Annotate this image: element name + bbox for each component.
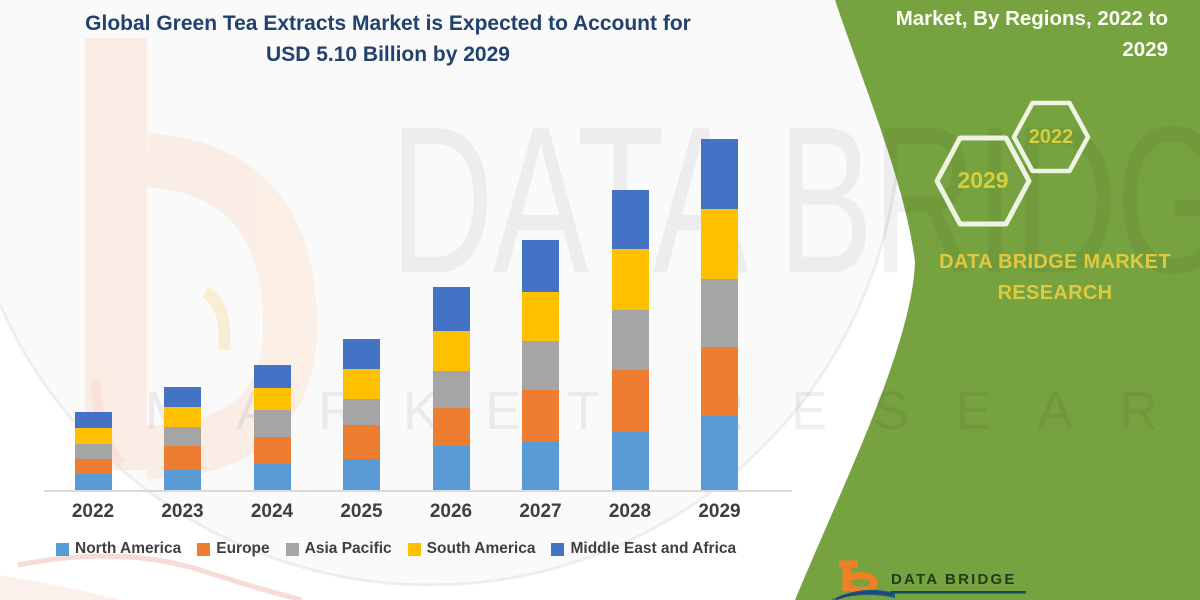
legend-item-asia-pacific: Asia Pacific [285, 540, 392, 558]
x-axis-line [44, 490, 792, 492]
watermark-b-logo [85, 38, 318, 479]
hexagon-2029 [934, 135, 1032, 227]
watermark-b-yellow-accent [201, 286, 231, 351]
watermark-pink-arc [17, 553, 303, 600]
legend-item-middle-east-and-africa: Middle East and Africa [551, 540, 736, 558]
hexagon-year-2022: 2022 [1028, 126, 1074, 148]
watermark-pink-corner [0, 575, 122, 600]
banner-brand-line2: RESEARCH [997, 282, 1113, 304]
legend-marker-icon [551, 542, 565, 556]
banner-heading-line2: 2029 [1122, 38, 1168, 61]
legend-marker-icon [197, 542, 211, 556]
banner-heading-line1: Market, By Regions, 2022 to [895, 7, 1168, 30]
legend-marker-icon [407, 542, 421, 556]
chart-title: Global Green Tea Extracts Market is Expe… [30, 8, 746, 70]
chart-title-line2: USD 5.10 Billion by 2029 [266, 43, 510, 66]
x-axis-label-2022: 2022 [71, 501, 115, 522]
legend-label: South America [426, 540, 536, 557]
footer-b-icon [839, 560, 878, 594]
legend-label: Europe [216, 540, 270, 557]
chart-title-line1: Global Green Tea Extracts Market is Expe… [85, 12, 691, 35]
x-axis-label-2028: 2028 [608, 501, 652, 522]
hexagon-year-2029: 2029 [957, 167, 1009, 193]
x-axis-label-2025: 2025 [340, 501, 383, 522]
legend-marker-icon [56, 542, 69, 556]
banner-brand-text: DATA BRIDGE MARKET RESEARCH [925, 247, 1185, 309]
hexagon-2022 [1011, 100, 1091, 174]
legend-label: Middle East and Africa [570, 540, 737, 557]
banner-brand-line1: DATA BRIDGE MARKET [939, 251, 1171, 273]
footer-brand-text: DATA BRIDGE [891, 571, 1017, 588]
legend-item-south-america: South America [407, 540, 536, 558]
banner-heading: Market, By Regions, 2022 to 2029 [896, 3, 1168, 65]
x-axis-label-2027: 2027 [519, 501, 562, 522]
x-axis-label-2029: 2029 [698, 501, 741, 522]
legend-label: North America [75, 540, 182, 557]
legend-item-europe: Europe [197, 540, 270, 558]
legend-marker-icon [285, 542, 299, 556]
legend-item-north-america: North America [56, 540, 181, 558]
legend-label: Asia Pacific [304, 540, 392, 557]
footer-brand-underline [891, 591, 1026, 594]
x-axis-label-2024: 2024 [250, 501, 294, 522]
x-axis-label-2026: 2026 [429, 501, 473, 522]
x-axis-label-2023: 2023 [161, 501, 204, 522]
footer-swoosh-icon [831, 589, 895, 600]
chart-legend: North America Europe Asia Pacific South Ame… [56, 540, 736, 558]
